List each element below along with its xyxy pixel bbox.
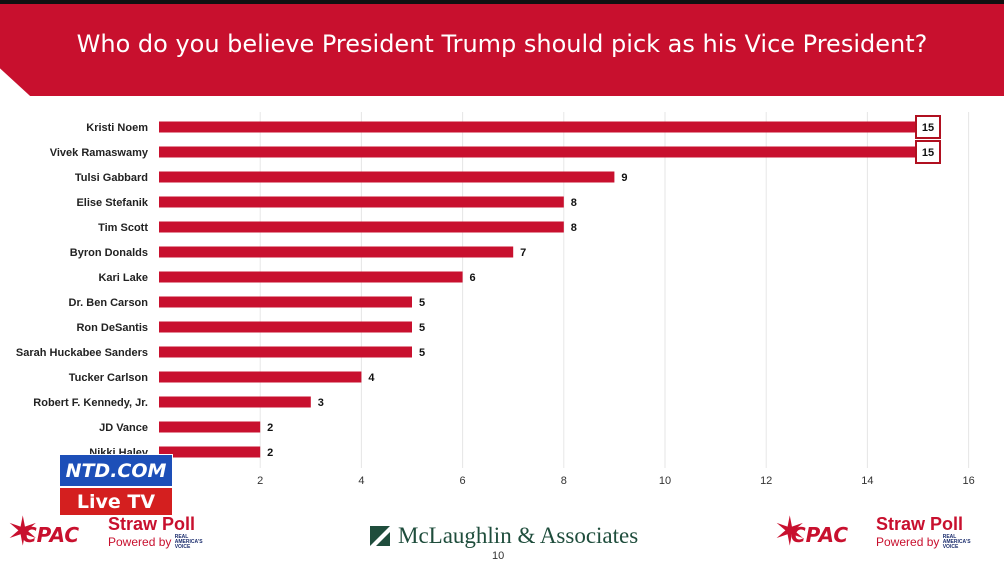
powered-by-text: Powered by REAL AMERICA'S VOICE [876,535,971,550]
value-label: 2 [267,447,273,459]
x-tick-label: 6 [460,475,466,487]
value-label: 5 [419,297,425,309]
straw-poll-title: Straw Poll [876,514,964,534]
value-label: 3 [318,397,324,409]
x-tick-label: 4 [358,475,364,487]
value-label: 6 [470,272,476,284]
x-tick-label: 12 [760,475,772,487]
live-tv-label: Live TV [59,487,173,516]
bar [159,396,311,408]
x-tick-label: 10 [659,475,671,487]
category-label: Robert F. Kennedy, Jr. [33,397,148,409]
value-label: 15 [922,122,934,134]
category-label: Tim Scott [98,222,148,234]
straw-poll-logo-left: Straw Poll Powered by REAL AMERICA'S VOI… [108,514,203,550]
value-label: 2 [267,422,273,434]
chart-bars [159,121,918,458]
category-label: Vivek Ramaswamy [50,147,149,159]
category-label: Tulsi Gabbard [75,172,148,184]
value-label: 7 [520,247,526,259]
category-label: Sarah Huckabee Sanders [16,347,148,359]
top-border [0,0,1004,4]
rav-logo: REAL AMERICA'S VOICE [943,535,971,550]
title-banner [0,4,1004,96]
category-label: Kristi Noem [86,122,148,134]
rav-line3: VOICE [942,544,959,551]
bar [159,296,412,308]
straw-poll-title: Straw Poll [108,514,196,534]
mclaughlin-icon [370,526,390,546]
category-label: Tucker Carlson [69,372,149,384]
bar [159,171,615,183]
bar [159,371,362,383]
rav-line1: REAL [942,534,957,541]
powered-by-label: Powered by [876,535,940,549]
bar [159,446,261,458]
cpac-star-icon: ✶ [6,510,40,554]
x-tick-label: 16 [962,475,974,487]
category-label: JD Vance [99,422,148,434]
value-label: 5 [419,322,425,334]
rav-line2: AMERICA'S [942,539,971,546]
rav-line2: AMERICA'S [174,539,203,546]
value-label: 9 [621,172,627,184]
x-tick-label: 2 [257,475,263,487]
bar [159,246,514,258]
page-title: Who do you believe President Trump shoul… [76,30,928,58]
chart-grid [259,112,970,468]
chart-labels: 2 4 6 8 10 12 14 16 Kristi Noem 15 Vivek Ramaswamy… [16,115,975,487]
category-label: Byron Donalds [70,247,148,259]
powered-by-text: Powered by REAL AMERICA'S VOICE [108,535,203,550]
value-highlight-box [915,115,941,139]
rav-line3: VOICE [174,544,191,551]
rav-logo: REAL AMERICA'S VOICE [175,535,203,550]
cpac-star-icon: ✶ [773,510,807,554]
x-tick-label: 14 [861,475,873,487]
category-label: Dr. Ben Carson [69,297,149,309]
straw-poll-logo-right: Straw Poll Powered by REAL AMERICA'S VOI… [876,514,971,550]
bar [159,271,463,283]
cpac-logo-left: CPAC [22,523,80,547]
ntd-live-tv-badge: NTD.COM Live TV [59,454,173,516]
value-label: 4 [368,372,375,384]
page-number: 10 [492,550,505,562]
bar [159,421,261,433]
ntd-logo: NTD.COM [59,454,173,487]
powered-by-label: Powered by [108,535,172,549]
value-label: 8 [571,197,577,209]
category-label: Ron DeSantis [76,322,148,334]
bar [159,321,412,333]
bar [159,121,918,133]
value-highlight-box [915,140,941,164]
category-label: Kari Lake [98,272,148,284]
x-tick-label: 8 [561,475,567,487]
bar [159,221,564,233]
category-label: Elise Stefanik [76,197,148,209]
bar [159,346,412,358]
value-label: 8 [571,222,577,234]
value-label: 15 [922,147,934,159]
mclaughlin-logo: McLaughlin & Associates [398,523,639,548]
value-label: 5 [419,347,425,359]
rav-line1: REAL [174,534,189,541]
bar [159,146,918,158]
bar [159,196,564,208]
cpac-logo-right: CPAC [791,523,849,547]
